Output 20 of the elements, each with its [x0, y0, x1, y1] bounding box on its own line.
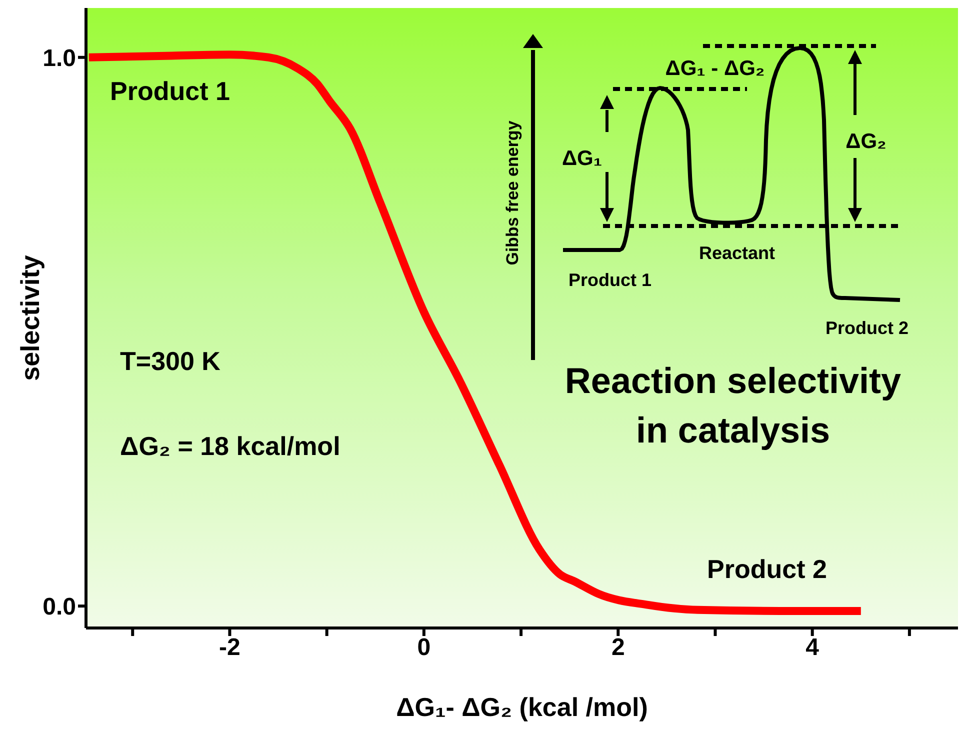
x-axis-title: ΔG₁- ΔG₂ (kcal /mol): [396, 692, 648, 722]
y-axis-title: selectivity: [15, 254, 46, 381]
annotation: Product 2: [825, 318, 909, 338]
x-tick-label: 2: [611, 634, 625, 662]
x-tick-label: -2: [219, 634, 240, 662]
annotation: Product 1: [568, 270, 652, 290]
annotation: ΔG₂ = 18 kcal/mol: [120, 431, 340, 461]
annotation: ΔG₁ - ΔG₂: [665, 57, 765, 80]
annotation: ΔG₂: [846, 130, 886, 153]
annotation: Reactant: [698, 243, 776, 263]
annotation: Gibbs free energy: [503, 120, 522, 266]
annotation: T=300 K: [120, 346, 221, 376]
x-tick-label: 4: [806, 634, 820, 662]
x-tick-label: 0: [417, 634, 431, 662]
annotation: Product 2: [707, 554, 827, 584]
annotation: Reaction selectivity in catalysis: [564, 360, 902, 451]
y-tick-label: 0.0: [42, 594, 76, 621]
y-tick-label: 1.0: [42, 44, 76, 72]
annotation: Product 1: [110, 76, 230, 106]
annotation: ΔG₁: [562, 147, 602, 170]
